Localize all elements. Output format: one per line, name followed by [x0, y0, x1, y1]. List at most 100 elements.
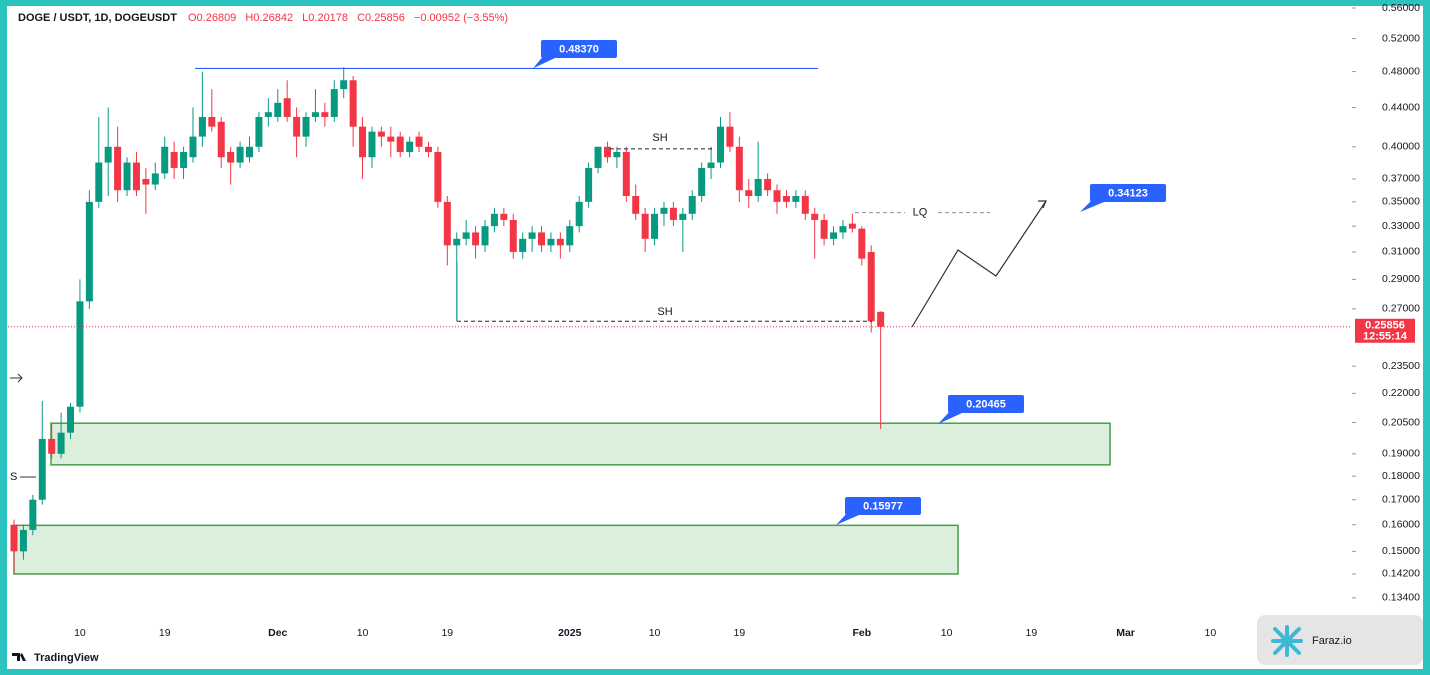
y-tick-label: 0.44000 — [1382, 101, 1420, 113]
y-tick-label: 0.52000 — [1382, 32, 1420, 44]
y-tick-label: 0.27000 — [1382, 303, 1420, 315]
zone — [50, 422, 1111, 466]
candle-body — [142, 178, 150, 185]
candle-body — [867, 251, 875, 322]
candle-body — [594, 146, 602, 168]
y-tick-label: 0.18000 — [1382, 470, 1420, 482]
candle-body — [114, 146, 122, 191]
y-tick-label: 0.37000 — [1382, 173, 1420, 185]
open: O0.26809 — [188, 12, 236, 24]
y-tick-label: 0.22000 — [1382, 387, 1420, 399]
candle-body — [340, 80, 348, 90]
frame — [7, 6, 1423, 669]
candle-body — [575, 201, 583, 227]
tag-box — [948, 395, 1024, 413]
candle-body — [782, 196, 790, 202]
x-tick-label: Mar — [1116, 627, 1135, 639]
candle-body — [132, 162, 140, 191]
candle-body — [67, 406, 75, 433]
candle-body — [302, 116, 310, 137]
x-tick-label: 10 — [357, 627, 369, 639]
candle-body — [773, 190, 781, 202]
candle-body — [95, 162, 103, 202]
candle-body — [848, 223, 856, 229]
candle-body — [443, 201, 451, 246]
candle-body — [519, 238, 527, 252]
candle-body — [208, 116, 216, 127]
x-tick-label: 10 — [649, 627, 661, 639]
side-label: S — [10, 471, 17, 483]
change: −0.00952 (−3.55%) — [414, 12, 508, 24]
close: C0.25856 — [357, 12, 405, 24]
candle-body — [19, 529, 27, 552]
candle-body — [161, 146, 169, 174]
candle-body — [10, 524, 18, 552]
candle-body — [726, 126, 734, 147]
candle-body — [453, 238, 461, 246]
y-tick-label: 0.19000 — [1382, 448, 1420, 460]
candle-body — [858, 228, 866, 259]
candle-body — [481, 226, 489, 246]
candle-body — [377, 131, 385, 137]
candle-body — [830, 232, 838, 239]
mark-label: LQ — [913, 207, 928, 219]
brand: TradingView — [34, 652, 99, 664]
x-tick-label: 10 — [941, 627, 953, 639]
y-tick-label: 0.16000 — [1382, 519, 1420, 531]
x-tick-label: 19 — [159, 627, 171, 639]
candle-body — [293, 116, 301, 137]
candle-body — [651, 213, 659, 239]
candle-body — [820, 219, 828, 239]
candle-body — [321, 112, 329, 117]
candle-body — [246, 146, 253, 158]
x-tick-label: 19 — [441, 627, 453, 639]
candle-body — [217, 121, 225, 158]
candle-body — [735, 146, 743, 191]
candle-body — [764, 178, 772, 191]
zone — [13, 524, 959, 575]
y-tick-label: 0.29000 — [1382, 273, 1420, 285]
candle-body — [76, 301, 84, 407]
candle-body — [170, 151, 178, 168]
candle-body — [641, 213, 649, 239]
candle-body — [613, 151, 621, 158]
y-tick-label: 0.35000 — [1382, 196, 1420, 208]
candle-body — [585, 167, 593, 202]
projection-arrow — [1038, 200, 1047, 209]
price-box — [1355, 318, 1415, 343]
left-arrow-head — [17, 373, 23, 383]
candle-body — [311, 112, 319, 117]
countdown: 12:55:14 — [1363, 331, 1408, 343]
candle-body — [707, 162, 715, 168]
candle-body — [255, 116, 263, 147]
candle-body — [180, 151, 188, 168]
candle-body — [556, 238, 564, 246]
watermark: Faraz.io — [1312, 635, 1352, 647]
candle-body — [462, 232, 470, 239]
y-tick-label: 0.33000 — [1382, 220, 1420, 232]
tag-label: 0.34123 — [1108, 187, 1148, 199]
mark-label: SH — [657, 306, 672, 318]
tag-box — [1090, 184, 1166, 202]
candle-body — [151, 173, 159, 185]
candle-body — [688, 196, 696, 214]
y-tick-label: 0.14200 — [1382, 568, 1420, 580]
x-tick-label: 10 — [1204, 627, 1216, 639]
candle-body — [283, 98, 291, 117]
x-tick-label: 19 — [733, 627, 745, 639]
y-tick-label: 0.31000 — [1382, 246, 1420, 258]
candle-body — [472, 232, 480, 246]
candle-body — [754, 178, 762, 197]
candle-body — [274, 102, 282, 117]
zones — [13, 422, 1111, 575]
mark-label: SH — [652, 132, 667, 144]
candle-body — [198, 116, 206, 137]
candle-body — [38, 438, 46, 500]
candle-body — [698, 167, 706, 197]
candle-body — [801, 196, 809, 214]
candle-body — [406, 141, 414, 152]
candle-body — [538, 232, 546, 246]
high: H0.26842 — [245, 12, 293, 24]
